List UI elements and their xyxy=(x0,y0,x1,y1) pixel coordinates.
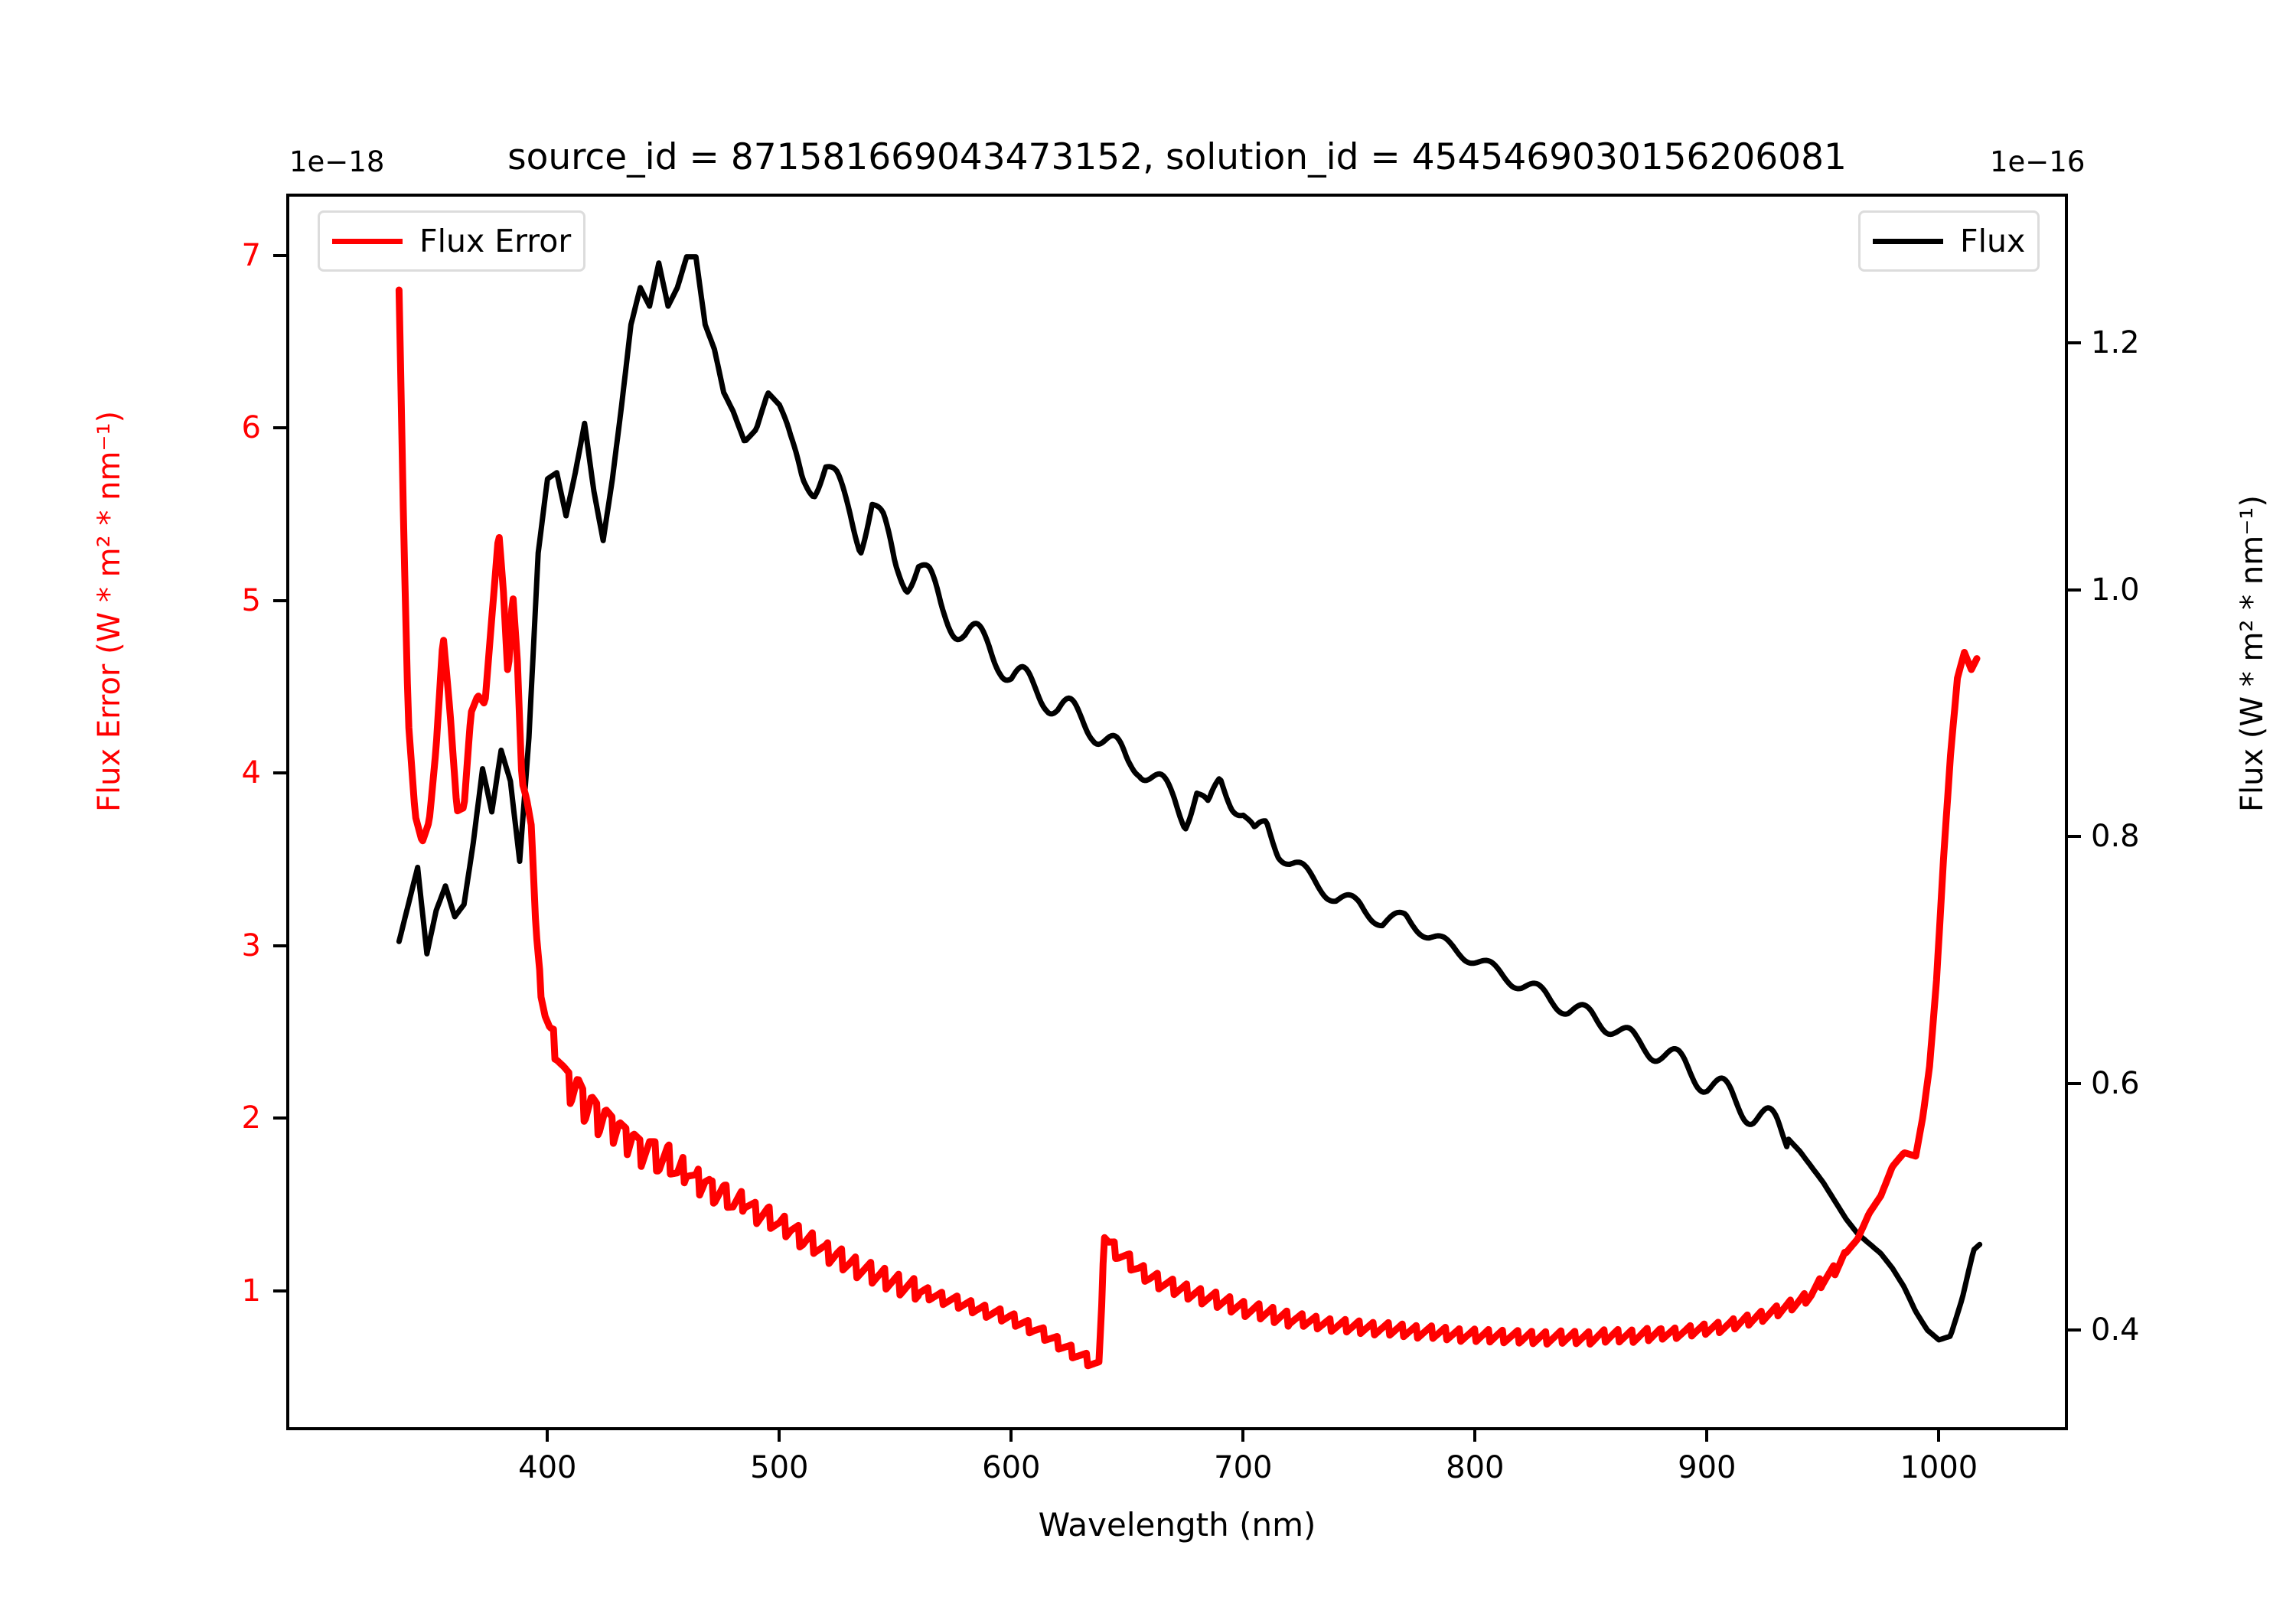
right-y-tick-mark xyxy=(2068,1328,2081,1332)
x-tick-mark xyxy=(1473,1429,1477,1442)
right-y-tick-label: 1.0 xyxy=(2091,572,2140,608)
x-axis-label: Wavelength (nm) xyxy=(1038,1506,1316,1543)
right-y-tick-mark xyxy=(2068,835,2081,839)
x-tick-label: 500 xyxy=(750,1450,809,1485)
left-y-tick-mark xyxy=(273,426,286,430)
left-y-tick-label: 5 xyxy=(241,582,261,618)
left-y-tick-label: 2 xyxy=(241,1100,261,1136)
x-tick-mark xyxy=(1241,1429,1245,1442)
right-y-tick-label: 1.2 xyxy=(2091,325,2140,361)
x-tick-label: 400 xyxy=(518,1450,577,1485)
left-y-tick-mark xyxy=(273,253,286,257)
right-y-tick-label: 0.8 xyxy=(2091,819,2140,855)
legend-flux-error[interactable]: Flux Error xyxy=(318,210,586,272)
legend-flux[interactable]: Flux xyxy=(1858,210,2040,272)
right-axis-offset-text: 1e−16 xyxy=(1990,145,2086,178)
left-y-tick-label: 3 xyxy=(241,927,261,963)
left-y-tick-label: 7 xyxy=(241,237,261,273)
left-y-tick-mark xyxy=(273,1116,286,1120)
legend-label-flux: Flux xyxy=(1960,223,2026,259)
left-y-tick-label: 1 xyxy=(241,1273,261,1309)
x-tick-mark xyxy=(546,1429,550,1442)
x-tick-mark xyxy=(778,1429,781,1442)
left-y-tick-label: 4 xyxy=(241,755,261,791)
left-y-tick-mark xyxy=(273,771,286,775)
right-y-tick-mark xyxy=(2068,1081,2081,1085)
right-y-tick-mark xyxy=(2068,588,2081,592)
x-tick-mark xyxy=(1937,1429,1941,1442)
left-y-tick-mark xyxy=(273,944,286,947)
left-y-axis-label: Flux Error (W * m² * nm⁻¹) xyxy=(92,410,127,812)
left-y-tick-mark xyxy=(273,1289,286,1292)
legend-label-flux-error: Flux Error xyxy=(419,223,572,259)
right-y-axis-label: Flux (W * m² * nm⁻¹) xyxy=(2235,495,2270,812)
plot-frame xyxy=(286,194,2068,1430)
legend-line-swatch-error xyxy=(332,238,403,244)
right-y-tick-mark xyxy=(2068,341,2081,345)
x-tick-mark xyxy=(1705,1429,1709,1442)
left-y-tick-label: 6 xyxy=(241,410,261,446)
right-y-tick-label: 0.6 xyxy=(2091,1065,2140,1101)
x-tick-label: 800 xyxy=(1446,1450,1505,1485)
legend-line-swatch-flux xyxy=(1873,238,1943,244)
x-tick-label: 600 xyxy=(982,1450,1041,1485)
x-tick-label: 700 xyxy=(1214,1450,1273,1485)
x-tick-label: 900 xyxy=(1678,1450,1737,1485)
x-tick-label: 1000 xyxy=(1900,1450,1978,1485)
left-axis-offset-text: 1e−18 xyxy=(289,145,385,178)
x-tick-mark xyxy=(1009,1429,1013,1442)
right-y-tick-label: 0.4 xyxy=(2091,1312,2140,1348)
left-y-tick-mark xyxy=(273,598,286,602)
page-title: source_id = 871581669043473152, solution… xyxy=(507,136,1847,178)
